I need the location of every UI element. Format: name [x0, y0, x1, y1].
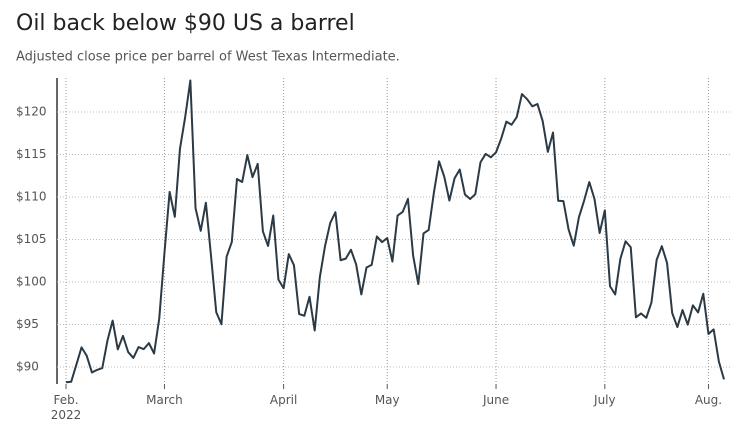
y-tick-label: $100: [16, 275, 47, 289]
y-tick-label: $105: [16, 232, 47, 246]
x-tick-label: July: [594, 393, 616, 407]
x-tick-label: March: [146, 393, 183, 407]
y-tick-label: $95: [16, 317, 39, 331]
y-tick-label: $110: [16, 190, 47, 204]
x-tick-label: May: [374, 393, 400, 407]
y-tick-label: $90: [16, 360, 39, 374]
x-tick-label: Aug.: [694, 393, 723, 407]
y-tick-label: $115: [16, 147, 47, 161]
x-tick-label: Feb. 2022: [50, 393, 82, 422]
x-tick-label: April: [269, 393, 298, 407]
x-tick-label: June: [482, 393, 510, 407]
price-line: [65, 79, 725, 384]
chart-title: Oil back below $90 US a barrel: [16, 11, 355, 36]
chart-subtitle: Adjusted close price per barrel of West …: [16, 50, 400, 65]
y-tick-label: $120: [16, 105, 47, 119]
